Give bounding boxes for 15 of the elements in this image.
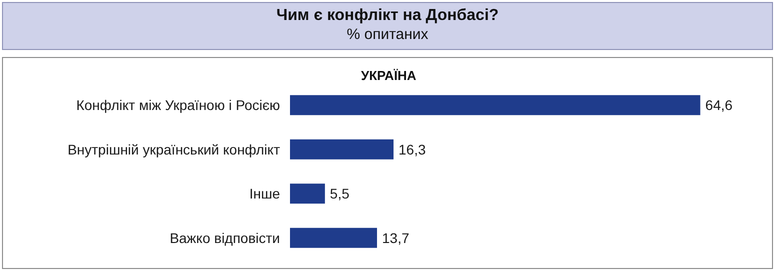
y-tick-label: Інше: [249, 186, 280, 202]
bar: [290, 184, 325, 204]
data-label: 13,7: [382, 230, 410, 246]
bar: [290, 228, 378, 248]
y-tick-label: Внутрішній український конфлікт: [68, 141, 281, 158]
data-label: 64,6: [705, 97, 733, 114]
y-tick-label: Конфлікт між Україною і Росією: [76, 97, 280, 114]
bar: [290, 95, 700, 116]
data-label: 5,5: [330, 186, 350, 202]
y-tick-label: Важко відповісти: [170, 230, 280, 246]
bar: [290, 139, 394, 160]
annotation: УКРАЇНА: [361, 68, 417, 83]
chart-title: Чим є конфлікт на Донбасі?: [275, 7, 500, 25]
data-label: 16,3: [398, 141, 426, 158]
chart-subtitle: % опитаних: [346, 26, 430, 43]
